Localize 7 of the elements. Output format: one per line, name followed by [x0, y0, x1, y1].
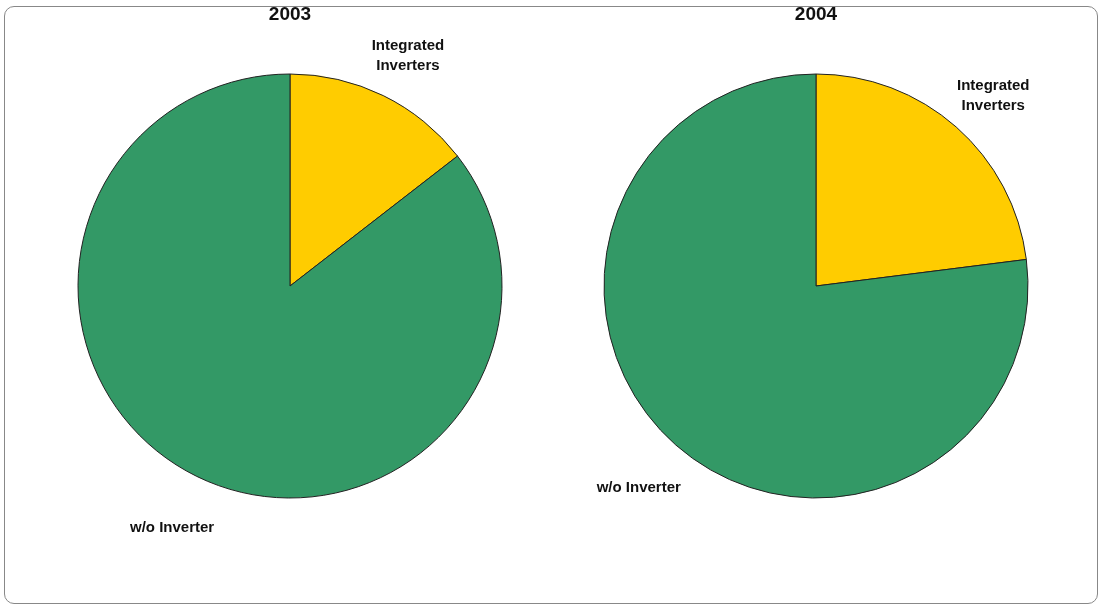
pie-slice	[77, 73, 503, 499]
chart-title: 2003	[268, 3, 312, 24]
slice-label: Integrated Inverters	[371, 36, 445, 74]
chart-title: 2004	[794, 3, 838, 24]
slice-label: w/o Inverter	[128, 517, 215, 535]
slice-label: Integrated Inverters	[956, 75, 1030, 113]
slice-label: w/o Inverter	[595, 478, 682, 496]
